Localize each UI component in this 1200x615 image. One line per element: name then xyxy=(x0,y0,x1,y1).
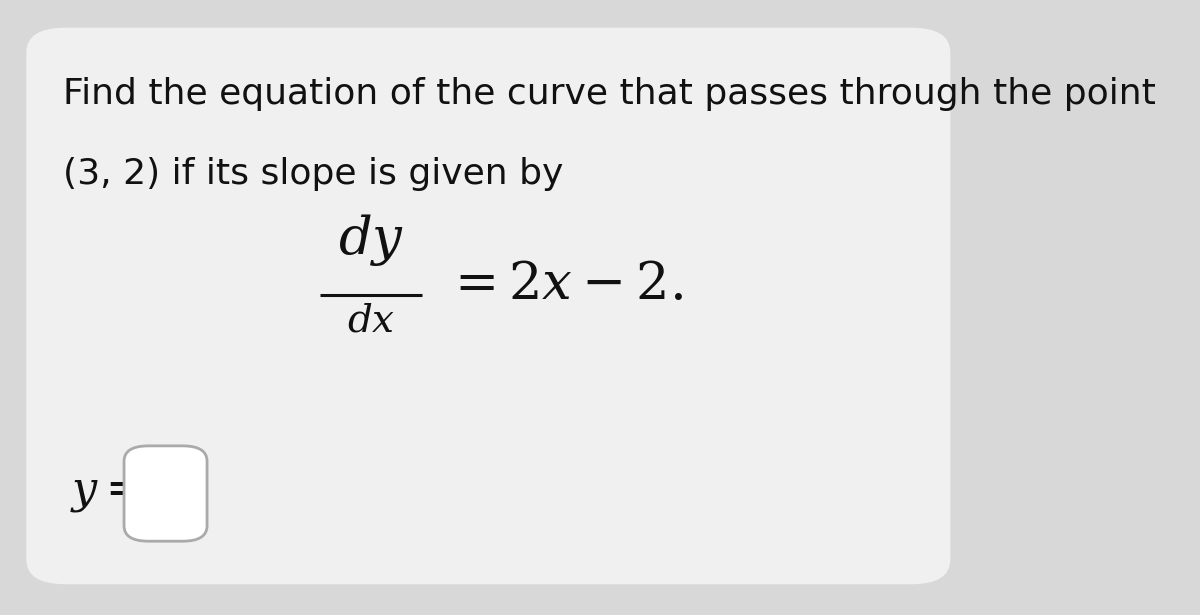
FancyBboxPatch shape xyxy=(26,28,950,584)
Text: $y =$: $y =$ xyxy=(71,470,140,514)
Text: $= 2x - 2.$: $= 2x - 2.$ xyxy=(444,258,684,310)
FancyBboxPatch shape xyxy=(124,446,208,541)
Text: $dx$: $dx$ xyxy=(347,301,395,339)
Text: $dy$: $dy$ xyxy=(338,212,404,268)
Text: (3, 2) if its slope is given by: (3, 2) if its slope is given by xyxy=(64,157,564,191)
Text: Find the equation of the curve that passes through the point: Find the equation of the curve that pass… xyxy=(64,77,1157,111)
